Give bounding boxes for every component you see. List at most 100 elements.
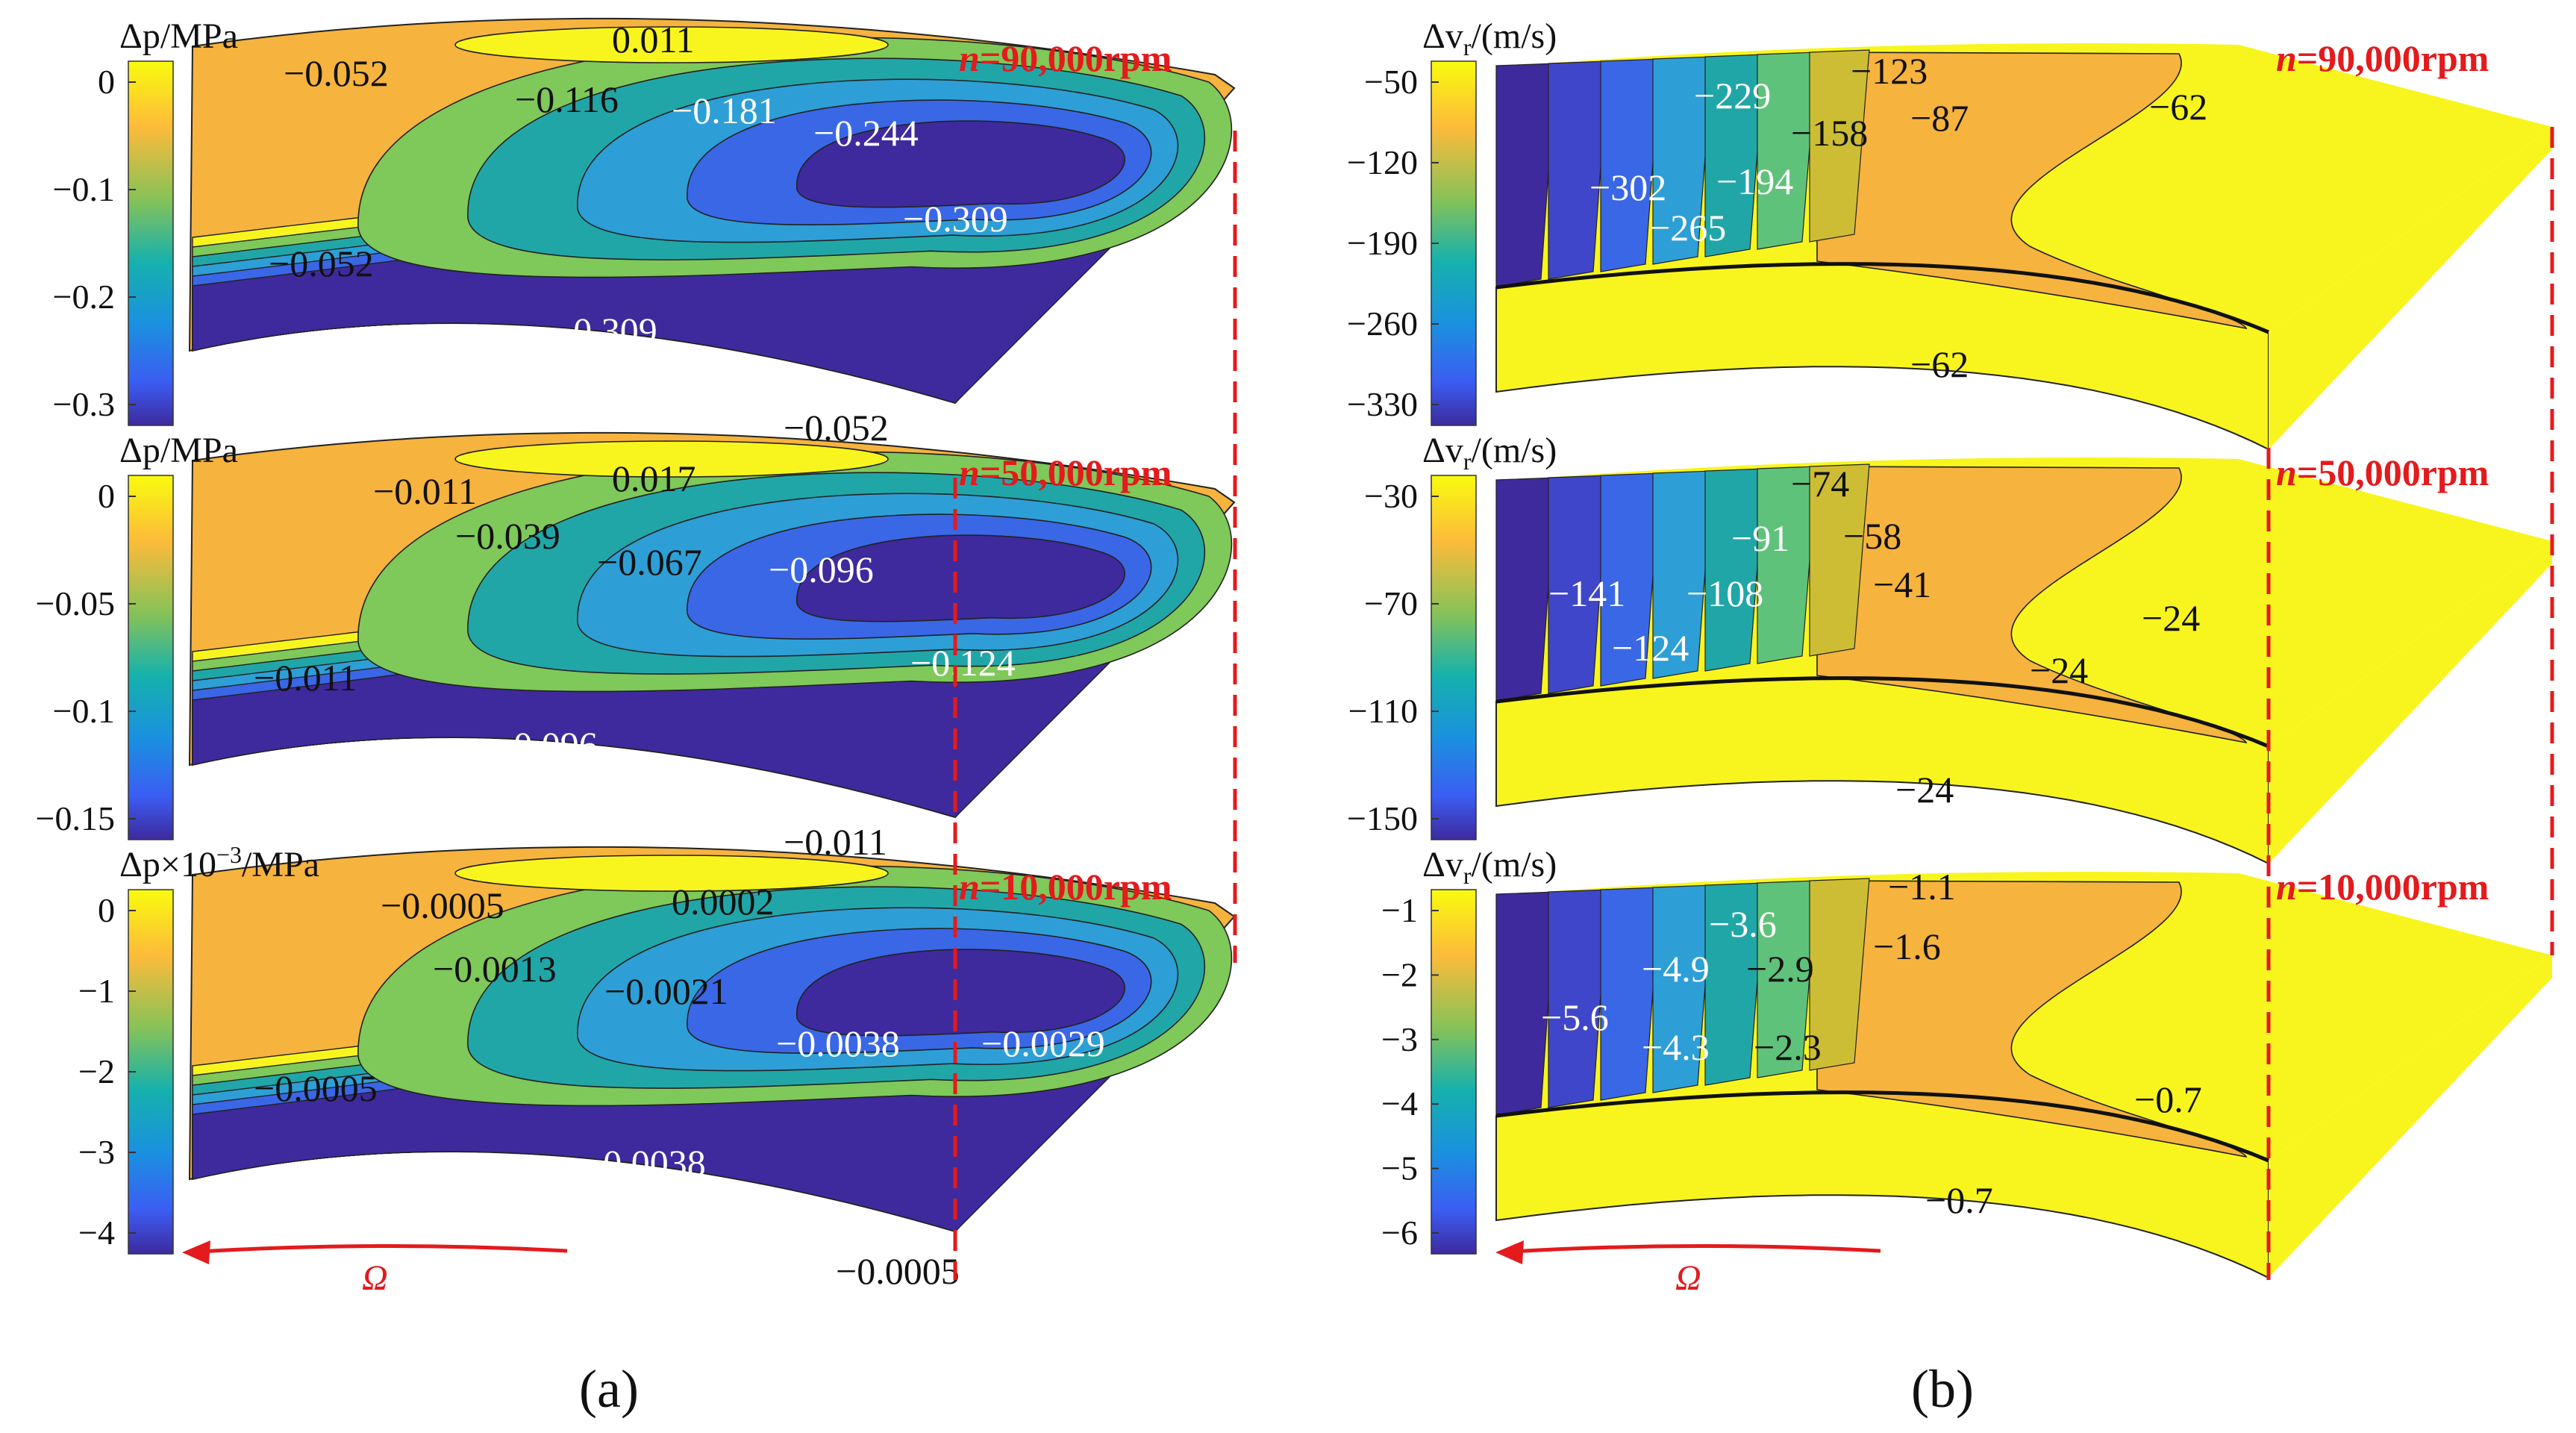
positive-blob (454, 440, 889, 478)
contour-label: 0.017 (612, 458, 696, 499)
velocity-strip (1704, 468, 1766, 672)
contour-label: −91 (1731, 517, 1789, 559)
colorbar-title-sub: r (1463, 862, 1472, 889)
colorbar-6 (1431, 889, 1477, 1255)
colorbar-tick-label: −190 (1347, 224, 1418, 262)
velocity-strip (1704, 54, 1766, 257)
rotation-arrow (186, 1243, 568, 1255)
colorbar-tick-label: −5 (1381, 1149, 1418, 1187)
contour-label: −123 (1851, 50, 1928, 92)
speed-symbol: n (2276, 452, 2297, 493)
contour-label: −0.116 (515, 78, 619, 120)
colorbar-tick-label: −330 (1347, 385, 1418, 423)
panel-label-a: (a) (579, 1359, 639, 1419)
colorbar-tick-label: −50 (1364, 63, 1418, 101)
colorbar-title-unit: /MPa (160, 16, 238, 56)
colorbar-title-main: Δp (119, 16, 160, 56)
colorbar-tick-label: −0.05 (36, 584, 115, 622)
contour-label: −141 (1548, 572, 1625, 614)
rotation-arrowhead (1495, 1240, 1524, 1264)
colorbar-tick-label: −30 (1364, 477, 1418, 515)
colorbar-tick-label: −0.15 (36, 799, 115, 837)
contour-label: −58 (1843, 515, 1901, 557)
colorbar-title-main: Δp (119, 431, 160, 470)
contour-label: −4.3 (1642, 1026, 1710, 1068)
pressure-field-1 (188, 17, 1236, 405)
contour-label: −0.181 (672, 90, 777, 131)
contour-label: −0.0005 (254, 1067, 378, 1109)
contour-label: −0.124 (910, 642, 1016, 684)
contour-label: −62 (2149, 86, 2207, 128)
contour-label: −2.9 (1746, 948, 1814, 990)
contour-label: −4.9 (1642, 948, 1710, 990)
contour-label: −24 (2030, 649, 2088, 691)
rotation-label: Ω (1675, 1258, 1701, 1298)
colorbar-tick-label: −3 (78, 1133, 115, 1171)
colorbar-title-unit: /MPa (160, 431, 238, 470)
velocity-wedge (2269, 127, 2552, 449)
contour-label: −0.0038 (776, 1023, 900, 1064)
contour-label: −3.6 (1709, 903, 1777, 945)
speed-value: =50,000rpm (2297, 452, 2489, 493)
contour-label: −1.1 (1888, 866, 1956, 908)
colorbar-title-6: Δvr/(m/s) (1422, 845, 1557, 889)
colorbar-tick-label: −0.1 (53, 170, 115, 208)
contour-label: −62 (1910, 343, 1969, 385)
contour-label: −0.7 (2134, 1078, 2202, 1120)
colorbar-tick-label: −6 (1381, 1214, 1418, 1252)
contour-label: −0.0005 (381, 884, 504, 926)
velocity-strip (1548, 475, 1609, 694)
speed-label: n=90,000rpm (2276, 37, 2489, 79)
annotations: n=90,000rpm n=50,000rpm n=10,000rpm n=90,00… (182, 37, 2554, 1298)
colorbar-tick-label: −0.1 (53, 692, 115, 730)
contour-label: −265 (1649, 207, 1726, 249)
colorbar-title-unit: /(m/s) (1472, 845, 1557, 884)
speed-label: n=10,000rpm (2276, 866, 2489, 908)
colorbar-tick-label: −4 (1381, 1084, 1418, 1123)
contour-label: −87 (1910, 97, 1969, 139)
rotation-arrowhead (182, 1240, 210, 1264)
contour-label: −0.309 (903, 198, 1008, 240)
contour-label: −41 (1873, 563, 1931, 605)
velocity-wedge (2269, 541, 2552, 864)
contour-label: −0.0021 (604, 970, 728, 1012)
contour-label: −194 (1716, 160, 1793, 202)
contour-label: −0.011 (784, 821, 887, 863)
colorbar-tick-label: −150 (1347, 799, 1418, 837)
velocity-field-6 (1495, 872, 2552, 1279)
contour-label: −24 (1895, 769, 1954, 811)
velocity-strip (1704, 882, 1766, 1086)
pressure-field-3 (188, 846, 1236, 1233)
contour-label: −229 (1694, 75, 1771, 116)
velocity-strip (1652, 470, 1713, 679)
colorbar-tick-label: −110 (1348, 692, 1418, 730)
contour-label: −0.0038 (582, 1142, 706, 1184)
velocity-strip (1652, 56, 1713, 265)
contour-label: −0.011 (373, 470, 477, 512)
velocity-strip (1600, 472, 1661, 687)
contour-label: −0.0005 (836, 1250, 960, 1292)
contour-label: −0.0013 (433, 948, 557, 990)
contour-label: −0.052 (269, 243, 374, 284)
velocity-strip (1600, 58, 1661, 272)
colorbar-title-5: Δvr/(m/s) (1422, 431, 1557, 475)
colorbar-tick-label: −3 (1381, 1020, 1418, 1058)
colorbar-title-main: Δv (1422, 16, 1463, 56)
colorbar-1 (128, 60, 174, 426)
speed-label: n=10,000rpm (959, 866, 1172, 908)
rotation-label: Ω (362, 1258, 388, 1298)
velocity-strip (1809, 878, 1870, 1071)
velocity-strip (1757, 466, 1818, 664)
contour-label: −5.6 (1541, 996, 1609, 1038)
speed-value: =90,000rpm (980, 37, 1172, 79)
colorbar-5 (1431, 475, 1477, 840)
positive-blob (454, 855, 889, 892)
velocity-field-4 (1495, 43, 2552, 451)
contour-label: −0.067 (597, 541, 702, 583)
speed-label: n=90,000rpm (959, 37, 1172, 79)
core-contour (796, 949, 1125, 1037)
colorbar-tick-label: −2 (78, 1052, 115, 1090)
colorbar-title-main: Δv (1422, 431, 1463, 470)
colorbar-tick-label: −1 (1381, 891, 1418, 929)
